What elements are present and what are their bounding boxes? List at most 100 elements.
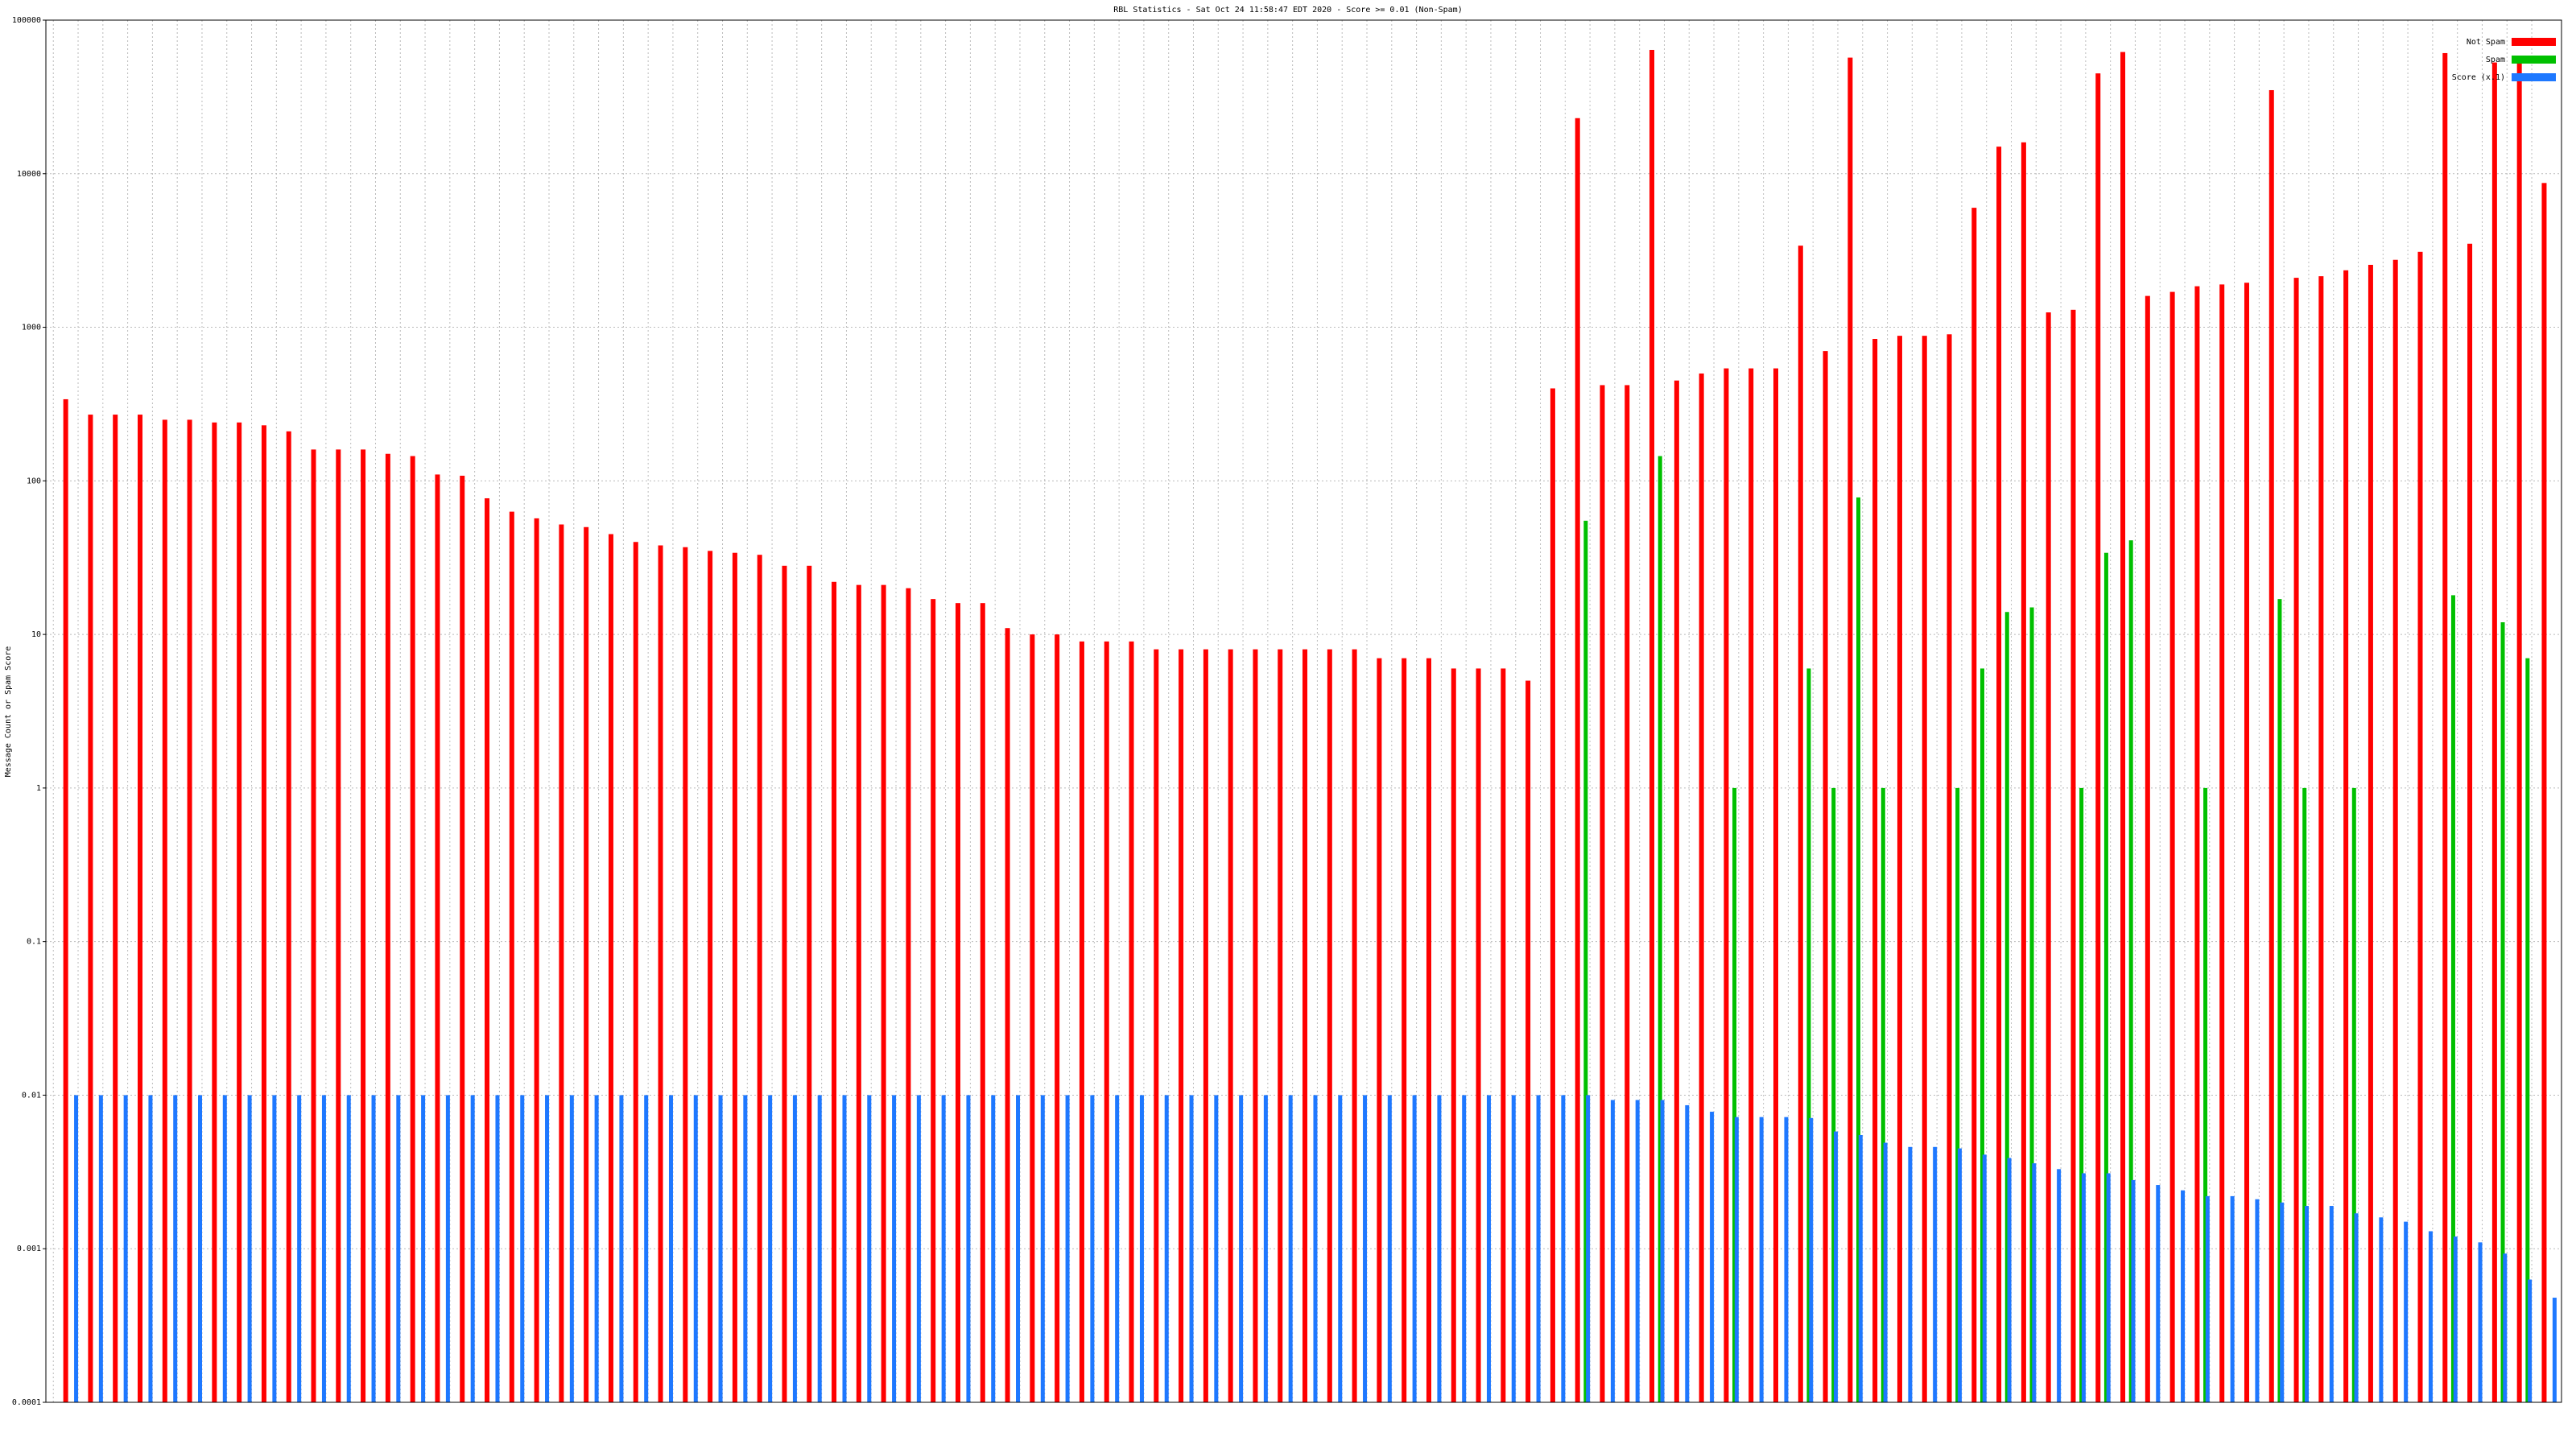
bar	[668, 1095, 673, 1402]
bar	[88, 415, 93, 1402]
bar	[1228, 649, 1233, 1402]
bar	[2203, 787, 2208, 1402]
bar	[1561, 1095, 1566, 1402]
bar	[1834, 1131, 1839, 1402]
bar	[1302, 649, 1308, 1402]
bar	[569, 1095, 574, 1402]
bar	[1352, 649, 1357, 1402]
bar	[1154, 649, 1159, 1402]
bar	[792, 1095, 797, 1402]
bar	[2354, 1213, 2359, 1402]
bar	[856, 584, 861, 1402]
bar	[1402, 658, 1407, 1402]
bar	[2453, 1236, 2458, 1402]
bar	[1600, 385, 1605, 1403]
bar	[396, 1095, 401, 1402]
bar	[1583, 520, 1588, 1402]
bar	[2450, 595, 2455, 1402]
bar	[545, 1095, 550, 1402]
bar	[445, 1095, 450, 1402]
bar	[916, 1095, 921, 1402]
bar	[1649, 49, 1655, 1402]
bar	[931, 599, 936, 1402]
bar	[2392, 259, 2398, 1403]
bar	[2503, 1253, 2508, 1402]
bar	[297, 1095, 302, 1402]
bar	[1263, 1095, 1268, 1402]
bar	[2491, 62, 2497, 1402]
bar	[1040, 1095, 1045, 1402]
bar	[247, 1095, 252, 1402]
bar	[2351, 787, 2356, 1402]
bar	[485, 497, 490, 1402]
bar	[732, 552, 737, 1402]
bar	[2428, 1231, 2433, 1402]
bar	[98, 1095, 103, 1402]
bar	[1239, 1095, 1244, 1402]
bar	[1798, 246, 1803, 1403]
y-tick-label: 1000	[22, 324, 41, 332]
bar	[1575, 118, 1580, 1402]
bar	[2219, 284, 2225, 1403]
bar	[832, 581, 837, 1402]
legend-swatch	[2512, 38, 2556, 46]
bar	[980, 603, 985, 1402]
bar	[371, 1095, 376, 1402]
bar	[2500, 622, 2505, 1402]
bar	[2128, 540, 2133, 1402]
bar	[1104, 641, 1109, 1402]
bar	[1437, 1095, 1442, 1402]
bar	[2081, 1173, 2086, 1402]
bar	[2046, 312, 2051, 1403]
bar	[1550, 388, 1555, 1403]
bar	[74, 1095, 79, 1402]
bar	[991, 1095, 996, 1402]
bar	[1253, 649, 1258, 1402]
chart-title: RBL Statistics - Sat Oct 24 11:58:47 EDT…	[1113, 6, 1462, 14]
bar	[1327, 649, 1332, 1402]
bar	[2343, 270, 2349, 1402]
bar	[1784, 1117, 1789, 1402]
bar	[2103, 552, 2108, 1402]
legend-swatch	[2512, 56, 2556, 64]
bar	[1734, 1117, 1739, 1402]
bar	[2268, 89, 2274, 1402]
bar	[1831, 787, 1836, 1402]
bar	[1412, 1095, 1417, 1402]
y-tick-label: 100	[27, 477, 41, 485]
bar	[2368, 264, 2373, 1403]
bar	[1179, 649, 1184, 1402]
bar	[2079, 787, 2084, 1402]
plot-frame	[45, 19, 2562, 1403]
bar	[2329, 1206, 2334, 1402]
bar	[1908, 1146, 1913, 1402]
bar	[1823, 351, 1828, 1402]
bar	[1624, 385, 1630, 1403]
bar	[1511, 1095, 1516, 1402]
bar	[198, 1095, 203, 1402]
bar	[1635, 1100, 1640, 1402]
bar	[2302, 787, 2307, 1402]
bar	[2467, 243, 2473, 1402]
bar	[2528, 1279, 2533, 1402]
bar	[1660, 1100, 1665, 1402]
bar	[1525, 680, 1531, 1402]
bar	[584, 526, 589, 1402]
bar	[1773, 368, 1779, 1402]
bar	[2516, 62, 2522, 1402]
bar	[619, 1095, 624, 1402]
bar	[743, 1095, 748, 1402]
bar	[1685, 1104, 1690, 1402]
bar	[336, 449, 341, 1402]
bar	[286, 431, 291, 1402]
bar	[1476, 668, 1481, 1402]
bar	[1016, 1095, 1021, 1402]
legend-label: Score (x.1)	[2452, 73, 2505, 82]
legend-swatch	[2512, 73, 2556, 81]
bar	[2304, 1206, 2309, 1402]
bar	[162, 419, 167, 1402]
bar	[2106, 1173, 2111, 1402]
bar	[559, 524, 564, 1402]
bar	[1203, 649, 1208, 1402]
